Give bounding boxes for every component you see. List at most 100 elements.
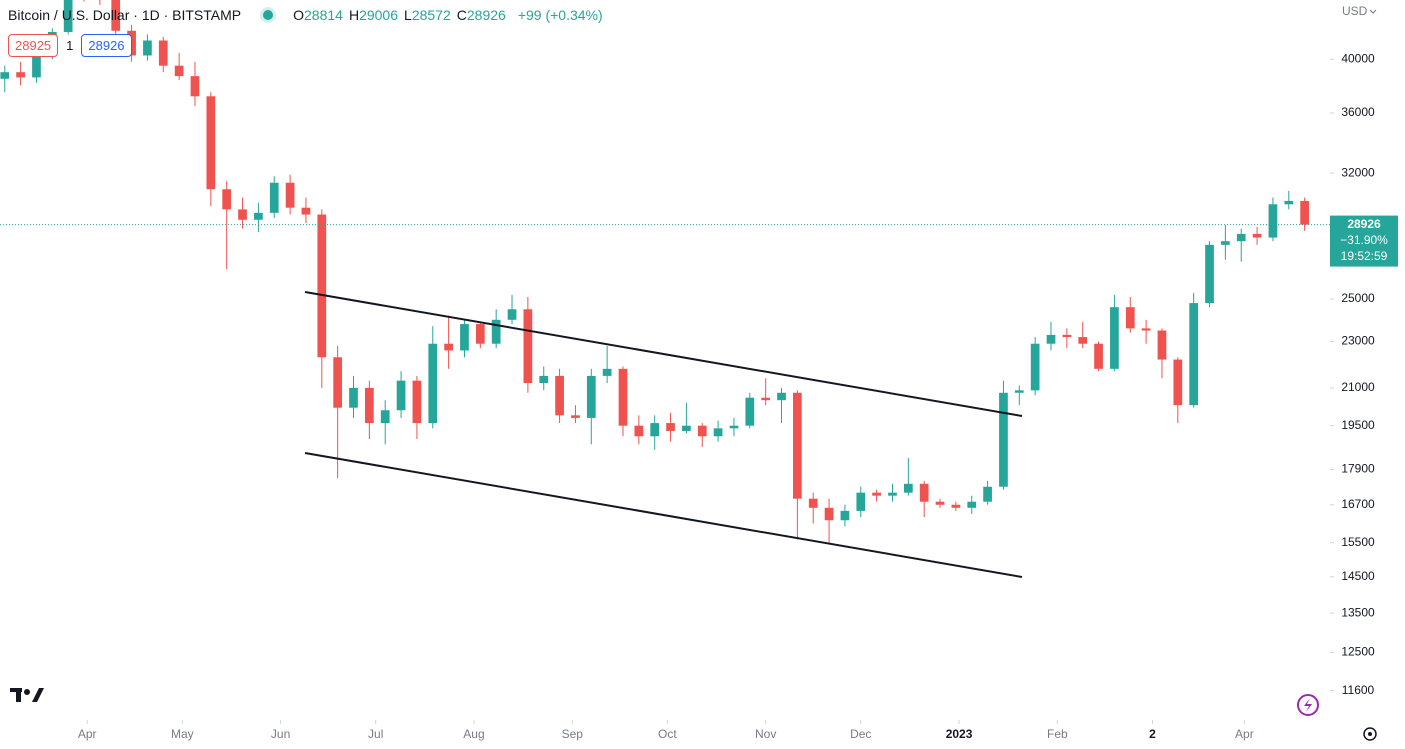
candle-body — [951, 504, 961, 508]
candle-body — [682, 425, 691, 431]
candle-body — [999, 392, 1008, 487]
alert-icon[interactable] — [1297, 694, 1319, 716]
ohlc-label: L — [404, 7, 412, 23]
candle-body — [32, 52, 41, 78]
plot-area — [0, 0, 1309, 543]
settings-icon[interactable] — [1363, 727, 1377, 741]
y-tick-label: 32000 — [1341, 165, 1375, 179]
candle-body — [761, 397, 771, 401]
y-tick-label: 23000 — [1341, 334, 1375, 348]
candle-body — [460, 324, 469, 351]
candle-body — [16, 72, 25, 78]
symbol-title[interactable]: Bitcoin / U.S. Dollar · 1D · BITSTAMP — [8, 7, 242, 23]
candle-body — [919, 483, 929, 502]
candle-body — [1173, 359, 1183, 406]
last-price-label: 19:52:59 — [1341, 249, 1388, 263]
y-tick-label: 19500 — [1341, 418, 1375, 432]
candle-body — [206, 96, 216, 190]
x-tick-label: Jul — [368, 727, 383, 741]
candle-body — [1125, 307, 1135, 329]
ohlc-value: 28572 — [411, 7, 451, 23]
candle-body — [349, 387, 358, 408]
candle-body — [650, 423, 660, 437]
candle-body — [1268, 204, 1278, 238]
candle-body — [713, 428, 723, 437]
currency-label[interactable]: USD — [1342, 4, 1368, 18]
candle-body — [1157, 330, 1167, 360]
buy-button[interactable]: 28926 — [81, 34, 132, 57]
candle-body — [697, 425, 707, 437]
candle-body — [935, 501, 945, 505]
candle-body — [1189, 303, 1199, 406]
candle-body — [856, 492, 866, 511]
ohlc-value: 28926 — [466, 7, 506, 23]
x-tick-label: Apr — [78, 727, 97, 741]
ohlc-label: O — [293, 7, 305, 23]
candle-body — [1221, 241, 1230, 245]
candle-body — [1141, 328, 1151, 331]
candle-body — [127, 30, 136, 56]
candle-body — [539, 375, 549, 384]
candle-body — [523, 309, 533, 384]
candle-body — [1062, 334, 1072, 338]
candle-body — [634, 425, 644, 437]
ohlc-value: 28814 — [304, 7, 343, 23]
candle-body — [983, 486, 992, 502]
candle-body — [143, 40, 152, 56]
spread: 1 — [66, 38, 74, 53]
x-tick-label: Feb — [1047, 727, 1068, 741]
candle-body — [872, 492, 881, 496]
candle-body — [903, 483, 913, 493]
candle-body — [238, 209, 247, 220]
candle-body — [158, 40, 168, 66]
legend: Bitcoin / U.S. Dollar · 1D · BITSTAMP O2… — [8, 7, 603, 23]
candle-body — [222, 189, 232, 210]
candle-body — [1110, 307, 1119, 369]
candle-body — [1094, 343, 1103, 369]
candle-body — [729, 425, 739, 429]
last-price-label: −31.90% — [1340, 233, 1388, 247]
candle-body — [190, 76, 200, 97]
candle-body — [1014, 390, 1024, 393]
candle-body — [380, 410, 390, 424]
candle-body — [666, 423, 675, 431]
x-tick-label: 2023 — [946, 727, 973, 741]
tv-logo — [10, 688, 44, 702]
candle-body — [507, 309, 517, 320]
candle-body — [333, 357, 343, 408]
y-tick-label: 16700 — [1341, 497, 1375, 511]
channel-upper-line — [304, 291, 1023, 417]
trade-buttons: 28925 1 28926 — [8, 34, 132, 57]
candle-body — [586, 375, 596, 418]
candle-body — [491, 319, 501, 344]
candle-body — [824, 507, 834, 521]
candle-body — [269, 182, 279, 213]
candle-body — [1284, 200, 1294, 205]
x-tick-label: Oct — [658, 727, 677, 741]
x-tick-label: Nov — [755, 727, 776, 741]
candle-body — [1030, 343, 1040, 391]
y-tick-label: 12500 — [1341, 645, 1375, 659]
candle-body — [396, 380, 406, 411]
candle-body — [888, 492, 897, 496]
market-status — [263, 10, 274, 20]
candle-body — [1252, 233, 1262, 238]
candle-body — [555, 375, 564, 416]
y-tick-label: 40000 — [1341, 51, 1375, 65]
y-tick-label: 14500 — [1341, 569, 1375, 583]
candle-body — [1078, 337, 1088, 344]
sell-button[interactable]: 28925 — [8, 34, 59, 57]
candle-body — [777, 392, 786, 401]
channel-lower-line — [304, 452, 1023, 578]
candle-body — [412, 380, 422, 424]
candle-body — [317, 214, 327, 358]
candle-body — [475, 324, 485, 344]
x-tick-label: May — [171, 727, 194, 741]
last-price-label: 28926 — [1347, 217, 1381, 231]
y-tick-label: 15500 — [1341, 535, 1375, 549]
x-tick-label: Sep — [562, 727, 584, 741]
currency-caret[interactable] — [1369, 9, 1377, 14]
y-tick-label: 17900 — [1341, 462, 1375, 476]
ohlc-values: O28814 H29006 L28572 C28926 — [293, 7, 512, 23]
